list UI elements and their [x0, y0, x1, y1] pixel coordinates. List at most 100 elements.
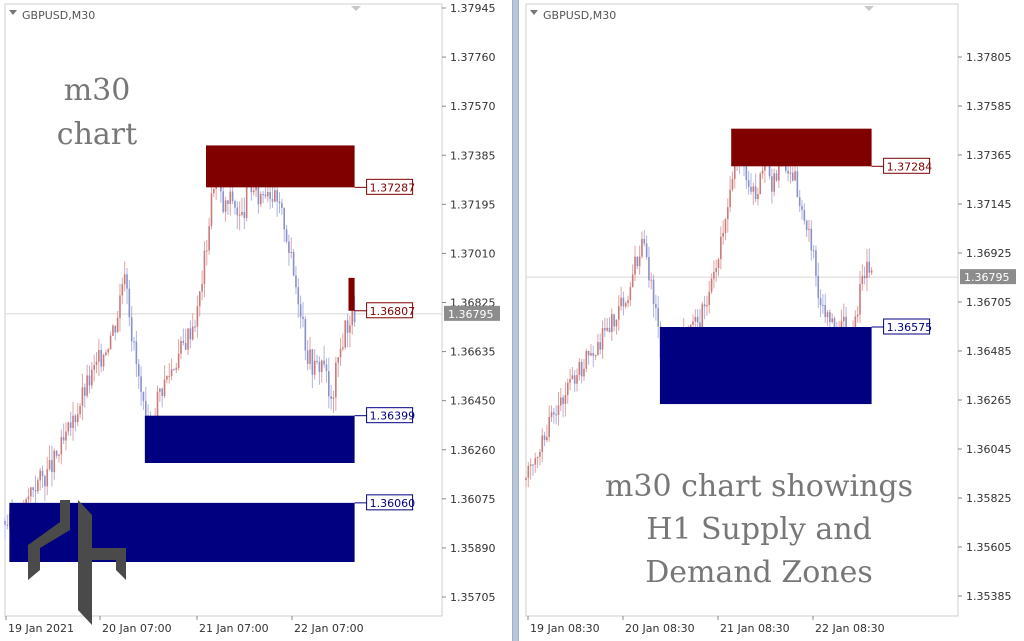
candle-body: [32, 487, 34, 491]
candle-body: [62, 437, 65, 441]
supply-zone-rect[interactable]: [731, 128, 872, 167]
candle-body: [6, 524, 9, 526]
candle-body: [815, 250, 817, 276]
candle-body: [259, 194, 262, 205]
candle-body: [525, 477, 527, 480]
dropdown-arrow-icon[interactable]: [530, 10, 538, 15]
candle-body: [102, 354, 105, 367]
plot-area[interactable]: [525, 3, 959, 617]
logo-shape-left: [28, 500, 70, 580]
candle-body: [163, 379, 166, 396]
y-tick-label: 1.35890: [450, 542, 496, 555]
candle-body: [325, 364, 328, 372]
candle-body: [313, 360, 316, 375]
candle-body: [344, 320, 347, 348]
candle-body: [745, 163, 748, 181]
candle-body: [587, 351, 590, 356]
candle-body: [606, 327, 608, 331]
candle-body: [708, 291, 711, 306]
candle-body: [573, 375, 576, 384]
candle-body: [833, 318, 836, 334]
supply-zone-rect[interactable]: [206, 145, 355, 188]
candle-body: [53, 450, 56, 473]
y-tick-label: 1.36260: [450, 444, 496, 457]
candle-body: [713, 271, 715, 279]
chart-right[interactable]: GBPUSD,M30 1.37805 1.37585 1.37365 1.37145 1.…: [519, 0, 1024, 641]
x-tick-label: 20 Jan 08:30: [625, 622, 695, 635]
candle-body: [119, 295, 121, 318]
candle-body: [620, 297, 622, 307]
chart-shift-marker-icon[interactable]: [864, 6, 874, 11]
candle-body: [645, 243, 648, 258]
candle-body: [629, 287, 632, 301]
chart-left[interactable]: GBPUSD,M30 1.37945 1.37760 1.37570 1.37385 1.…: [0, 0, 512, 641]
candle-body: [184, 342, 187, 350]
candle-body: [34, 490, 37, 492]
candle-body: [761, 170, 764, 174]
y-tick-label: 1.37195: [450, 198, 496, 211]
candle-body: [292, 251, 295, 276]
candle-body: [114, 325, 117, 333]
candle-body: [555, 414, 557, 416]
candle-body: [271, 199, 274, 202]
candle-body: [631, 274, 634, 288]
candle-body: [196, 306, 199, 327]
demand-zone-rect[interactable]: [659, 327, 872, 405]
candle-body: [641, 238, 643, 257]
candle-body: [142, 391, 145, 402]
panel-divider[interactable]: [512, 0, 519, 641]
y-tick-label: 1.37805: [966, 51, 1012, 64]
candle-body: [550, 412, 553, 417]
candle-body: [353, 309, 356, 323]
y-tick-label: 1.37010: [450, 247, 496, 260]
candle-body: [135, 341, 138, 365]
candle-body: [771, 176, 773, 192]
candle-body: [123, 274, 126, 285]
dropdown-arrow-icon[interactable]: [9, 10, 17, 15]
candle-body: [717, 259, 720, 269]
candle-body: [627, 300, 629, 304]
candle-body: [25, 499, 27, 506]
candle-body: [126, 274, 128, 289]
zone-price-box: [883, 318, 931, 335]
candle-body: [262, 194, 264, 196]
chart-panel-left[interactable]: GBPUSD,M30 1.37945 1.37760 1.37570 1.37385 1.…: [0, 0, 512, 641]
candle-body: [121, 284, 124, 296]
demand-zone-rect[interactable]: [144, 415, 355, 463]
candle-body: [55, 450, 58, 456]
candle-body: [27, 496, 30, 500]
candle-body: [69, 422, 72, 429]
chart-shift-marker-icon[interactable]: [351, 6, 361, 11]
candle-body: [210, 193, 213, 226]
chart-panel-right[interactable]: GBPUSD,M30 1.37805 1.37585 1.37365 1.37145 1.…: [519, 0, 1024, 641]
candle-body: [859, 283, 861, 315]
candle-body: [747, 180, 750, 187]
candle-body: [794, 171, 796, 181]
y-tick-label: 1.35605: [966, 541, 1012, 554]
candle-body: [332, 397, 335, 399]
candle-body: [318, 361, 321, 373]
candle-body: [615, 319, 618, 327]
candle-body: [819, 298, 822, 305]
candle-body: [166, 376, 168, 380]
y-tick-label: 1.36075: [450, 493, 496, 506]
candle-body: [288, 241, 290, 253]
candle-body: [812, 250, 815, 252]
candle-body: [304, 319, 307, 351]
candle-body: [187, 328, 189, 350]
current-price-label: 1.36795: [964, 271, 1010, 284]
candle-body: [323, 360, 325, 365]
candle-body: [706, 305, 708, 307]
candle-body: [30, 487, 32, 497]
x-tick-label: 19 Jan 2021: [8, 622, 74, 635]
candle-body: [170, 369, 173, 376]
candle-body: [778, 165, 780, 181]
candle-body: [729, 189, 731, 208]
watermark-logo: [28, 500, 126, 625]
current-price-box: [444, 305, 500, 321]
candle-body: [534, 458, 537, 465]
supply-zone-rect[interactable]: [348, 277, 355, 311]
candle-body: [854, 316, 857, 334]
candle-body: [789, 172, 792, 174]
candle-body: [81, 387, 84, 406]
